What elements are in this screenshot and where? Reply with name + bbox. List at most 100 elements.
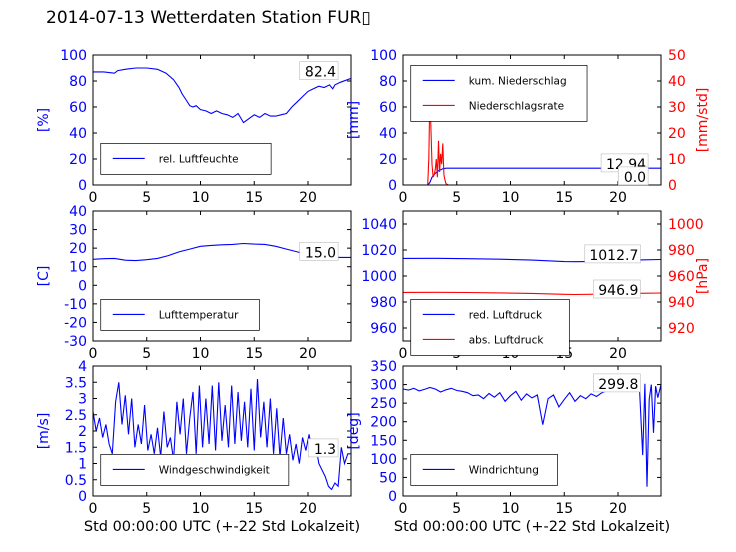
legend-label: rel. Luftfeuchte (159, 153, 239, 165)
y-tick-label: 100 (370, 452, 397, 468)
x-tick-label: 10 (502, 501, 520, 517)
x-tick-label: 10 (192, 501, 210, 517)
value-box (299, 242, 339, 261)
y2-tick-label: 30 (668, 100, 686, 116)
y-tick-label: 0 (388, 489, 397, 505)
y-tick-label: 200 (370, 415, 397, 431)
panel-bottom-left: 0 5 10 15 20 00.511.522.533.54 [m/s] Windgeschw… (36, 359, 352, 517)
y-tick-label: 0 (78, 278, 87, 294)
legend-label: Windrichtung (469, 464, 539, 476)
y-axis-label: [%] (36, 108, 52, 132)
value-box (307, 438, 339, 458)
y-tick-label: 4 (78, 359, 87, 375)
value-annotation: 15.0 (305, 245, 336, 261)
value-annotation: 1.3 (314, 442, 336, 458)
x-tick-label: 0 (89, 346, 98, 362)
y-tick-label: 40 (69, 204, 87, 220)
legend-label: abs. Luftdruck (469, 334, 545, 346)
legend-box (410, 299, 570, 356)
x-axis-label: Std 00:00:00 UTC (+-22 Std Lokalzeit) (84, 519, 360, 535)
y2-tick-label: 920 (668, 321, 695, 337)
y-tick-label: 30 (69, 223, 87, 239)
value-box (593, 279, 641, 299)
panel-middle-right: 0510152096098010001020104092094096098010… (361, 210, 711, 362)
x-tick-label: 0 (89, 501, 98, 517)
y-tick-label: 2.5 (65, 408, 87, 424)
series-line-kum-niederschlag (403, 167, 661, 185)
y-tick-label: 1.5 (65, 440, 87, 456)
y-tick-label: 300 (370, 378, 397, 394)
y-tick-label: 100 (60, 48, 87, 64)
y2-tick-label: 10 (668, 152, 686, 168)
value-box (299, 61, 339, 80)
x-tick-label: 20 (609, 190, 627, 206)
y-tick-label: 80 (69, 74, 87, 90)
panel-middle-left: 0 5 10 15 20 -30 -20 -10 0 10 20 30 40 [C] Lufttempera… (36, 204, 352, 362)
y-tick-label: 980 (370, 295, 397, 311)
x-tick-label: 10 (502, 190, 520, 206)
x-axis-label: Std 00:00:00 UTC (+-22 Std Lokalzeit) (394, 519, 670, 535)
x-tick-label: 5 (452, 501, 461, 517)
x-tick-label: 15 (245, 190, 263, 206)
panel-bottom-right: 0 5 10 15 20050100150200250300350[deg]Windri… (346, 359, 662, 517)
x-tick-label: 15 (245, 501, 263, 517)
y-tick-label: 20 (69, 152, 87, 168)
y-tick-label: 0.5 (65, 473, 87, 489)
y-tick-label: 60 (379, 100, 397, 116)
y2-tick-label: 980 (668, 243, 695, 259)
x-tick-label: 20 (299, 346, 317, 362)
legend-box (100, 454, 290, 486)
y-tick-label: -20 (64, 315, 87, 331)
value-box (584, 244, 641, 264)
x-tick-label: 15 (555, 501, 573, 517)
x-tick-label: 0 (89, 190, 98, 206)
panel-top-right: 0 5 10 15 20 0 20 40 60 80 100 [mm] 0 10 20 30 40 50 [mm/s… (346, 48, 711, 206)
y2-tick-label: 50 (668, 48, 686, 64)
y-tick-label: 50 (379, 470, 397, 486)
value-box (593, 373, 641, 393)
y-tick-label: 1000 (361, 269, 397, 285)
y-tick-label: 250 (370, 396, 397, 412)
y-tick-label: 1040 (361, 217, 397, 233)
y-tick-label: 20 (379, 152, 397, 168)
y-tick-label: 20 (69, 241, 87, 257)
y2-tick-label: 40 (668, 74, 686, 90)
x-tick-label: 5 (142, 346, 151, 362)
series-line-windrichtung (403, 383, 661, 487)
value-annotation: 82.4 (305, 65, 336, 81)
x-tick-label: 0 (399, 190, 408, 206)
x-tick-label: 10 (192, 190, 210, 206)
legend-box (410, 65, 588, 122)
y-tick-label: 60 (69, 100, 87, 116)
plot-frame (92, 210, 352, 342)
y-tick-label: 1 (78, 457, 87, 473)
legend-label: Niederschlagsrate (469, 100, 564, 112)
y-tick-label: 960 (370, 321, 397, 337)
legend-label: red. Luftdruck (469, 309, 543, 321)
y-tick-label: 0 (388, 178, 397, 194)
y2-tick-label: 20 (668, 126, 686, 142)
y2-axis-label: [hPa] (695, 258, 711, 294)
x-tick-label: 5 (142, 501, 151, 517)
x-tick-label: 5 (142, 190, 151, 206)
x-tick-label: 20 (609, 346, 627, 362)
y2-tick-label: 0 (668, 178, 677, 194)
legend-label: kum. Niederschlag (469, 75, 567, 87)
plot-frame (402, 54, 662, 186)
x-tick-label: 15 (555, 190, 573, 206)
y-axis-label: [mm] (346, 101, 362, 139)
plot-frame (402, 365, 662, 497)
x-tick-label: 15 (245, 346, 263, 362)
y-tick-label: 40 (379, 126, 397, 142)
y-axis-label: [C] (36, 266, 52, 287)
y-tick-label: 40 (69, 126, 87, 142)
x-tick-label: 20 (299, 501, 317, 517)
y-axis-label: [deg] (346, 412, 362, 449)
value-annotation: 1012.7 (589, 248, 638, 264)
y-tick-label: 3.5 (65, 375, 87, 391)
legend-label: Lufttemperatur (159, 309, 239, 321)
legend-label: Windgeschwindigkeit (159, 464, 270, 476)
y2-tick-label: 1000 (668, 217, 704, 233)
panel-top-left: 0 5 10 15 20 0 20 40 60 80 100 [%] rel. Luftfeuchte 8… (36, 48, 352, 206)
